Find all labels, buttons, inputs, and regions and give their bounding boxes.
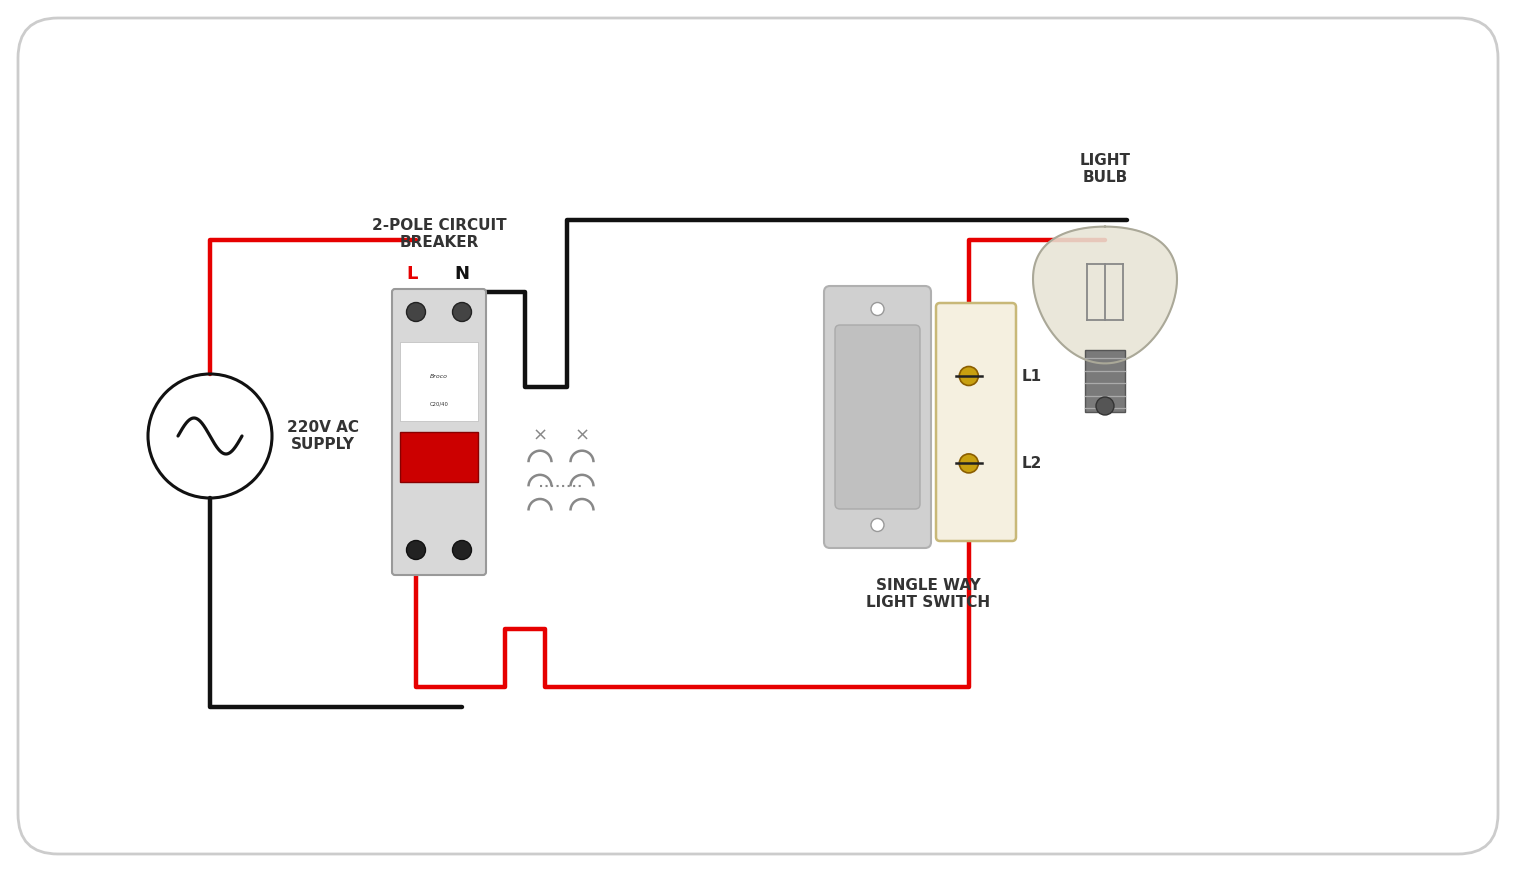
Text: LIGHT
BULB: LIGHT BULB: [1079, 153, 1131, 185]
Circle shape: [872, 519, 884, 532]
Polygon shape: [1032, 227, 1176, 364]
Text: Broco: Broco: [431, 373, 449, 378]
Text: L2: L2: [1022, 456, 1043, 471]
Circle shape: [406, 303, 426, 322]
Circle shape: [1096, 397, 1114, 415]
Bar: [1085, 350, 1125, 412]
Text: 220V AC
SUPPLY: 220V AC SUPPLY: [287, 419, 359, 453]
Bar: [400, 432, 478, 482]
Circle shape: [452, 541, 471, 560]
Text: ×: ×: [575, 426, 590, 444]
Text: C20/40: C20/40: [429, 401, 449, 406]
Bar: [400, 343, 478, 421]
Circle shape: [960, 366, 978, 385]
Circle shape: [406, 541, 426, 560]
FancyBboxPatch shape: [393, 289, 487, 575]
Text: L: L: [406, 265, 418, 283]
FancyBboxPatch shape: [935, 303, 1016, 541]
Circle shape: [872, 303, 884, 316]
Circle shape: [452, 303, 471, 322]
Text: SINGLE WAY
LIGHT SWITCH: SINGLE WAY LIGHT SWITCH: [867, 578, 990, 610]
Circle shape: [960, 454, 978, 473]
Text: N: N: [455, 265, 470, 283]
Text: L1: L1: [1022, 369, 1041, 384]
Text: ×: ×: [532, 426, 547, 444]
Text: 2-POLE CIRCUIT
BREAKER: 2-POLE CIRCUIT BREAKER: [371, 218, 506, 250]
FancyBboxPatch shape: [835, 325, 920, 509]
FancyBboxPatch shape: [825, 286, 931, 548]
